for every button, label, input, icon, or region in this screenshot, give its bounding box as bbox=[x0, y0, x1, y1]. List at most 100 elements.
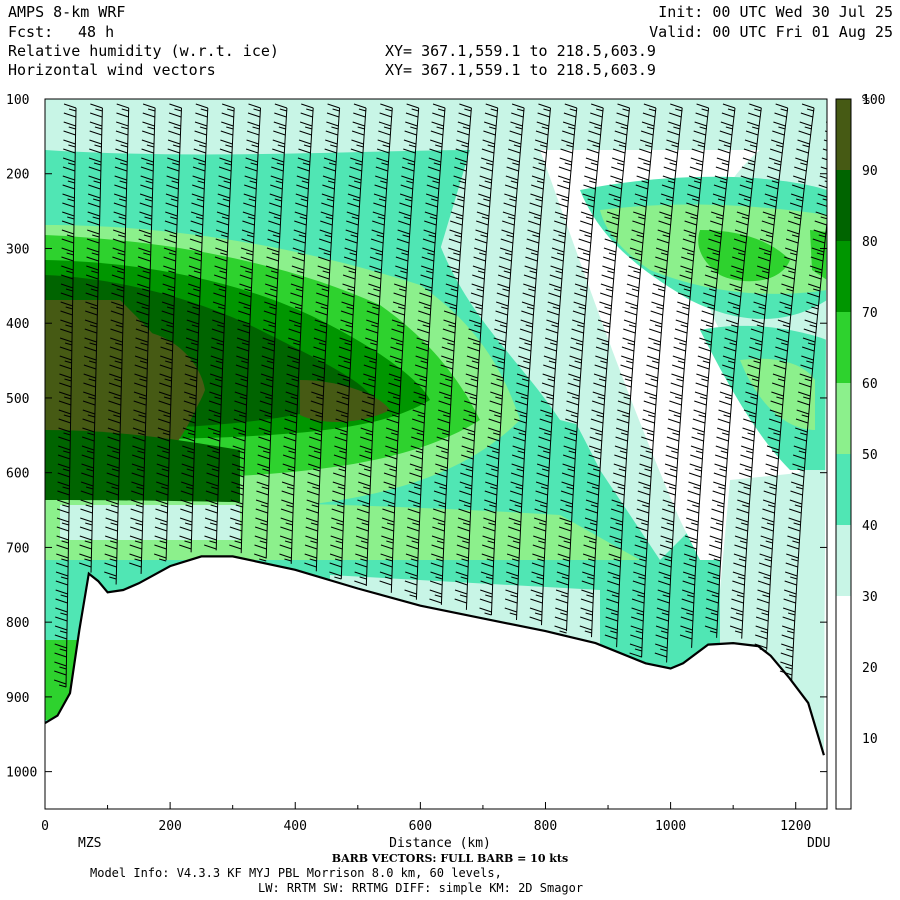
wind-barb-half bbox=[489, 126, 497, 130]
wind-barb bbox=[598, 310, 611, 316]
wind-barb-half bbox=[462, 522, 471, 526]
wind-barb bbox=[408, 499, 421, 505]
wind-barb bbox=[510, 472, 524, 478]
wind-barb bbox=[333, 472, 346, 478]
wind-barb bbox=[767, 166, 781, 172]
wind-barb bbox=[368, 274, 382, 280]
wind-barb bbox=[88, 175, 101, 181]
wind-barb bbox=[140, 184, 153, 190]
wind-barb-half bbox=[363, 468, 372, 472]
wind-barb-half bbox=[638, 216, 646, 220]
wind-barb bbox=[664, 472, 677, 478]
wind-barb bbox=[54, 634, 68, 640]
wind-barb bbox=[211, 328, 225, 334]
wind-barb bbox=[211, 337, 224, 343]
wind-barb bbox=[114, 166, 128, 172]
wind-barb bbox=[560, 499, 573, 505]
wind-barb-half bbox=[216, 342, 224, 346]
wind-barb-half bbox=[690, 216, 698, 220]
wind-barb bbox=[534, 508, 547, 514]
wind-barb-half bbox=[371, 324, 379, 328]
wind-barb bbox=[729, 625, 743, 631]
wind-barb-half bbox=[518, 432, 526, 436]
wind-barb bbox=[379, 571, 393, 577]
wind-barb bbox=[671, 364, 685, 370]
wind-barb-half bbox=[596, 108, 604, 112]
wind-barb bbox=[535, 490, 548, 496]
wind-barb bbox=[459, 103, 472, 109]
wind-barb-half bbox=[395, 342, 404, 346]
wind-barb-half bbox=[665, 540, 673, 544]
wind-barb-half bbox=[738, 252, 746, 256]
wind-barb bbox=[372, 211, 385, 217]
wind-barb bbox=[330, 544, 343, 550]
wind-barb bbox=[783, 598, 796, 604]
wind-barb bbox=[634, 544, 647, 550]
wind-barb bbox=[484, 490, 497, 496]
wind-barb-half bbox=[111, 468, 120, 472]
wind-barb bbox=[363, 364, 376, 370]
wind-barb bbox=[383, 472, 397, 478]
wind-barb-half bbox=[466, 450, 474, 454]
wind-barb bbox=[256, 472, 270, 478]
wind-barb-half bbox=[631, 288, 640, 292]
wind-barb-half bbox=[779, 360, 787, 364]
wind-barb bbox=[730, 607, 744, 613]
wind-barb-half bbox=[806, 108, 815, 112]
wind-barb bbox=[84, 319, 98, 325]
wind-barb bbox=[429, 589, 442, 595]
wind-barb-half bbox=[219, 270, 227, 274]
wind-barb bbox=[443, 310, 457, 316]
wind-barb bbox=[207, 427, 221, 433]
wind-barb-half bbox=[634, 252, 643, 256]
wind-barb bbox=[237, 328, 250, 334]
wind-barb bbox=[326, 112, 340, 118]
wind-barb bbox=[440, 373, 453, 379]
wind-barb bbox=[779, 301, 792, 307]
wind-barb-half bbox=[355, 162, 363, 166]
wind-barb bbox=[417, 319, 430, 325]
wind-barb bbox=[139, 202, 152, 208]
wind-barb bbox=[452, 184, 466, 190]
wind-barb bbox=[58, 445, 71, 451]
wind-barb-half bbox=[389, 468, 397, 472]
wind-barb-half bbox=[795, 198, 804, 202]
wind-barb-half bbox=[798, 180, 806, 184]
wind-barb bbox=[113, 202, 127, 208]
wind-barb-half bbox=[790, 576, 798, 580]
wind-barb-half bbox=[135, 522, 143, 526]
wind-barb bbox=[461, 445, 474, 451]
wind-barb-half bbox=[268, 324, 276, 328]
plot-area bbox=[45, 99, 827, 809]
wind-barb-half bbox=[590, 504, 599, 508]
wind-barb bbox=[81, 445, 95, 451]
wind-barb bbox=[656, 238, 670, 244]
wind-barb bbox=[404, 130, 417, 136]
wind-barb bbox=[802, 337, 816, 343]
wind-barb-half bbox=[67, 162, 76, 166]
wind-barb bbox=[179, 544, 192, 550]
wind-barb bbox=[547, 301, 560, 307]
wind-barb-half bbox=[146, 144, 155, 148]
wind-barb bbox=[569, 355, 582, 361]
barb-column bbox=[666, 107, 710, 663]
wind-barb bbox=[106, 463, 120, 469]
wind-barb bbox=[311, 382, 324, 388]
wind-barb bbox=[536, 121, 549, 127]
wind-barb bbox=[339, 328, 353, 334]
wind-barb bbox=[642, 112, 656, 118]
wind-barb bbox=[743, 418, 756, 424]
wind-barb bbox=[688, 481, 701, 487]
wind-barb-half bbox=[372, 306, 380, 310]
barb-column bbox=[791, 218, 827, 681]
wind-barb-half bbox=[408, 144, 417, 148]
wind-barb-half bbox=[166, 324, 174, 328]
wind-barb bbox=[679, 634, 693, 640]
wind-barb bbox=[787, 526, 801, 532]
wind-barb-half bbox=[660, 648, 668, 652]
wind-barb bbox=[488, 418, 501, 424]
wind-barb-half bbox=[300, 198, 308, 202]
wind-barb bbox=[612, 148, 626, 154]
wind-barb bbox=[711, 499, 725, 505]
wind-barb-half bbox=[59, 630, 68, 634]
